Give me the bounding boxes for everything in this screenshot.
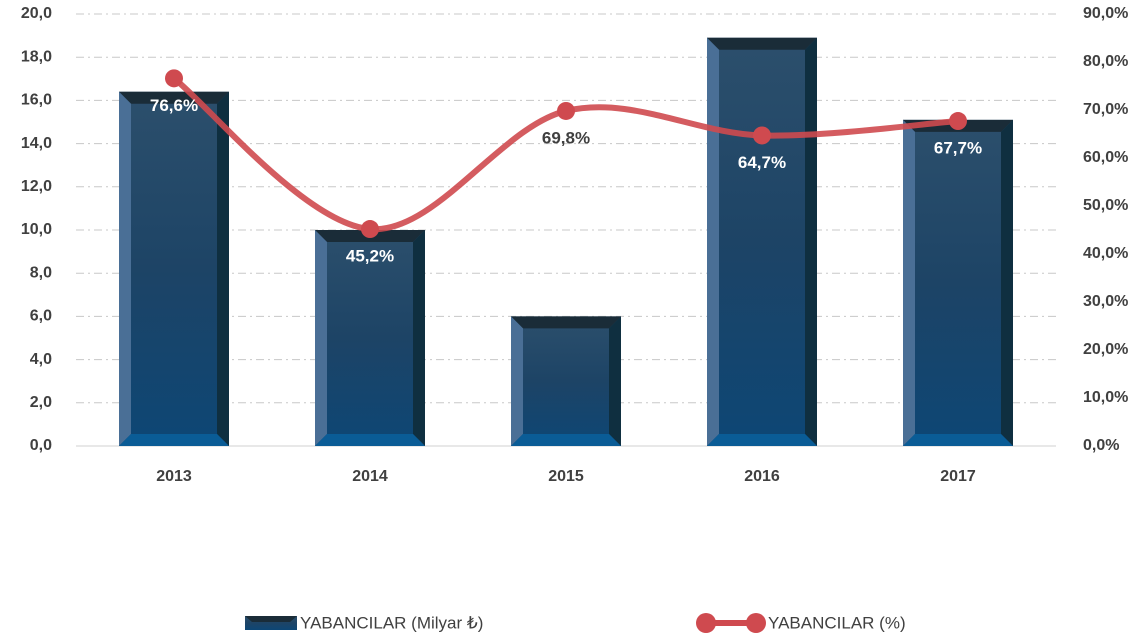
y2-tick-label: 40,0% — [1083, 245, 1128, 262]
line-marker — [361, 220, 379, 239]
y2-tick-label: 70,0% — [1083, 101, 1128, 118]
y-tick-label: 16,0 — [21, 92, 52, 109]
y-tick-label: 18,0 — [21, 48, 52, 65]
y2-tick-label: 30,0% — [1083, 293, 1128, 310]
x-tick-label: 2014 — [352, 468, 388, 485]
legend-marker — [746, 613, 766, 633]
value-label: 76,6% — [150, 96, 198, 115]
y-tick-label: 0,0 — [30, 437, 52, 454]
legend-marker — [696, 613, 716, 633]
legend-label: YABANCILAR (Milyar ₺) — [300, 613, 483, 632]
line — [171, 75, 961, 233]
line-marker — [557, 101, 575, 120]
y-tick-label: 2,0 — [30, 394, 52, 411]
bar-bevel-bottom — [315, 434, 425, 446]
bar-bevel-top — [511, 316, 621, 329]
bar-bevel-right — [805, 37, 817, 446]
y2-tick-label: 20,0% — [1083, 341, 1128, 358]
bar-bevel-right — [413, 230, 425, 446]
x-tick-label: 2013 — [156, 468, 192, 485]
y-tick-label: 14,0 — [21, 135, 52, 152]
y2-tick-label: 50,0% — [1083, 197, 1128, 214]
bar — [707, 37, 817, 446]
bar-bevel-left — [707, 37, 719, 446]
bar-bevel-left — [315, 230, 327, 446]
value-label: 45,2% — [346, 247, 394, 266]
y-tick-label: 10,0 — [21, 221, 52, 238]
value-label: 64,7% — [738, 153, 786, 172]
line-marker — [949, 112, 967, 131]
bar-bevel-right — [1001, 119, 1013, 446]
value-label: 69,8% — [542, 128, 590, 147]
y-tick-label: 8,0 — [30, 264, 52, 281]
value-label: 67,7% — [934, 139, 982, 158]
x-tick-label: 2015 — [548, 468, 584, 485]
bar — [119, 91, 229, 446]
legend-swatch-bevel — [245, 616, 297, 622]
y2-tick-label: 60,0% — [1083, 149, 1128, 166]
bar-bevel-left — [119, 91, 131, 446]
x-tick-label: 2016 — [744, 468, 780, 485]
bar-bevel-bottom — [511, 434, 621, 446]
y2-tick-label: 10,0% — [1083, 389, 1128, 406]
x-tick-label: 2017 — [940, 468, 976, 485]
bar — [315, 230, 425, 446]
y2-tick-label: 90,0% — [1083, 5, 1128, 22]
bar-bevel-right — [609, 316, 621, 446]
line-marker — [753, 126, 771, 145]
bar-bevel-right — [217, 91, 229, 446]
y-tick-label: 12,0 — [21, 178, 52, 195]
y-tick-label: 4,0 — [30, 351, 52, 368]
y2-tick-label: 0,0% — [1083, 437, 1119, 454]
bar-bevel-bottom — [903, 434, 1013, 446]
bar-bevel-bottom — [119, 434, 229, 446]
bar — [511, 316, 621, 446]
bar-bevel-left — [903, 119, 915, 446]
bar — [903, 119, 1013, 446]
legend-label: YABANCILAR (%) — [768, 613, 906, 632]
y-tick-label: 20,0 — [21, 5, 52, 22]
y-tick-label: 6,0 — [30, 308, 52, 325]
line-marker — [165, 69, 183, 88]
bar-bevel-top — [707, 37, 817, 50]
y2-tick-label: 80,0% — [1083, 53, 1128, 70]
bar-bevel-left — [511, 316, 523, 446]
bar-bevel-bottom — [707, 434, 817, 446]
